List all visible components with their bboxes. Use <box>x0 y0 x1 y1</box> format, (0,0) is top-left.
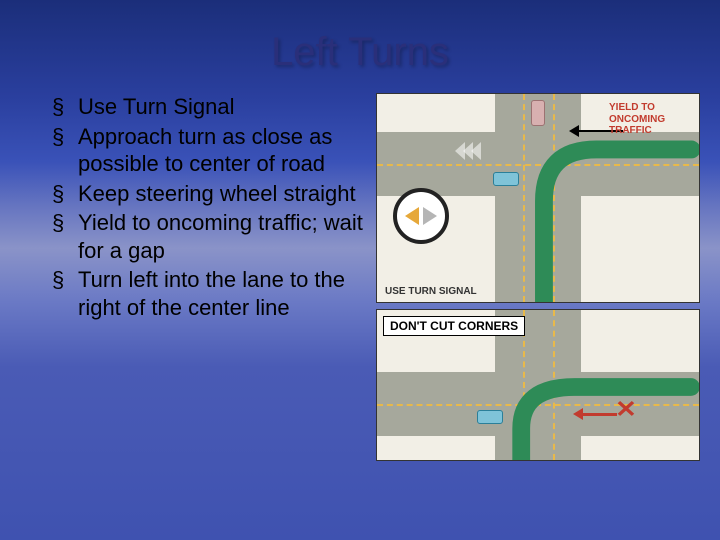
diagram-column: USE TURN SIGNAL YIELD TO ONCOMING TRAFFI… <box>370 93 700 461</box>
slide-content: Use Turn Signal Approach turn as close a… <box>0 93 720 461</box>
slide-title: Left Turns <box>0 0 720 93</box>
car-blue <box>477 410 503 424</box>
label-yield-line: YIELD TO <box>609 102 655 113</box>
turn-signal-badge <box>393 188 449 244</box>
arrow-wrong <box>573 408 617 420</box>
bullets-list: Use Turn Signal Approach turn as close a… <box>52 93 370 321</box>
bullet-item: Keep steering wheel straight <box>52 180 370 208</box>
bullets-column: Use Turn Signal Approach turn as close a… <box>20 93 370 461</box>
label-yield-line: ONCOMING <box>609 114 665 125</box>
label-yield-line: TRAFFIC <box>609 125 652 136</box>
label-dont-cut: DON'T CUT CORNERS <box>383 316 525 336</box>
chevron-icon <box>455 142 479 160</box>
bullet-item: Yield to oncoming traffic; wait for a ga… <box>52 209 370 264</box>
diagram-yield: USE TURN SIGNAL YIELD TO ONCOMING TRAFFI… <box>376 93 700 303</box>
car-oncoming <box>531 100 545 126</box>
diagram-dont-cut: ✕ DON'T CUT CORNERS <box>376 309 700 461</box>
arrow-left-icon <box>405 207 419 225</box>
bullet-item: Approach turn as close as possible to ce… <box>52 123 370 178</box>
x-icon: ✕ <box>615 396 637 424</box>
bullet-item: Turn left into the lane to the right of … <box>52 266 370 321</box>
bullet-item: Use Turn Signal <box>52 93 370 121</box>
arrow-right-icon <box>423 207 437 225</box>
car-blue <box>493 172 519 186</box>
label-yield: YIELD TO ONCOMING TRAFFIC <box>609 102 665 137</box>
label-use-signal: USE TURN SIGNAL <box>385 286 477 297</box>
